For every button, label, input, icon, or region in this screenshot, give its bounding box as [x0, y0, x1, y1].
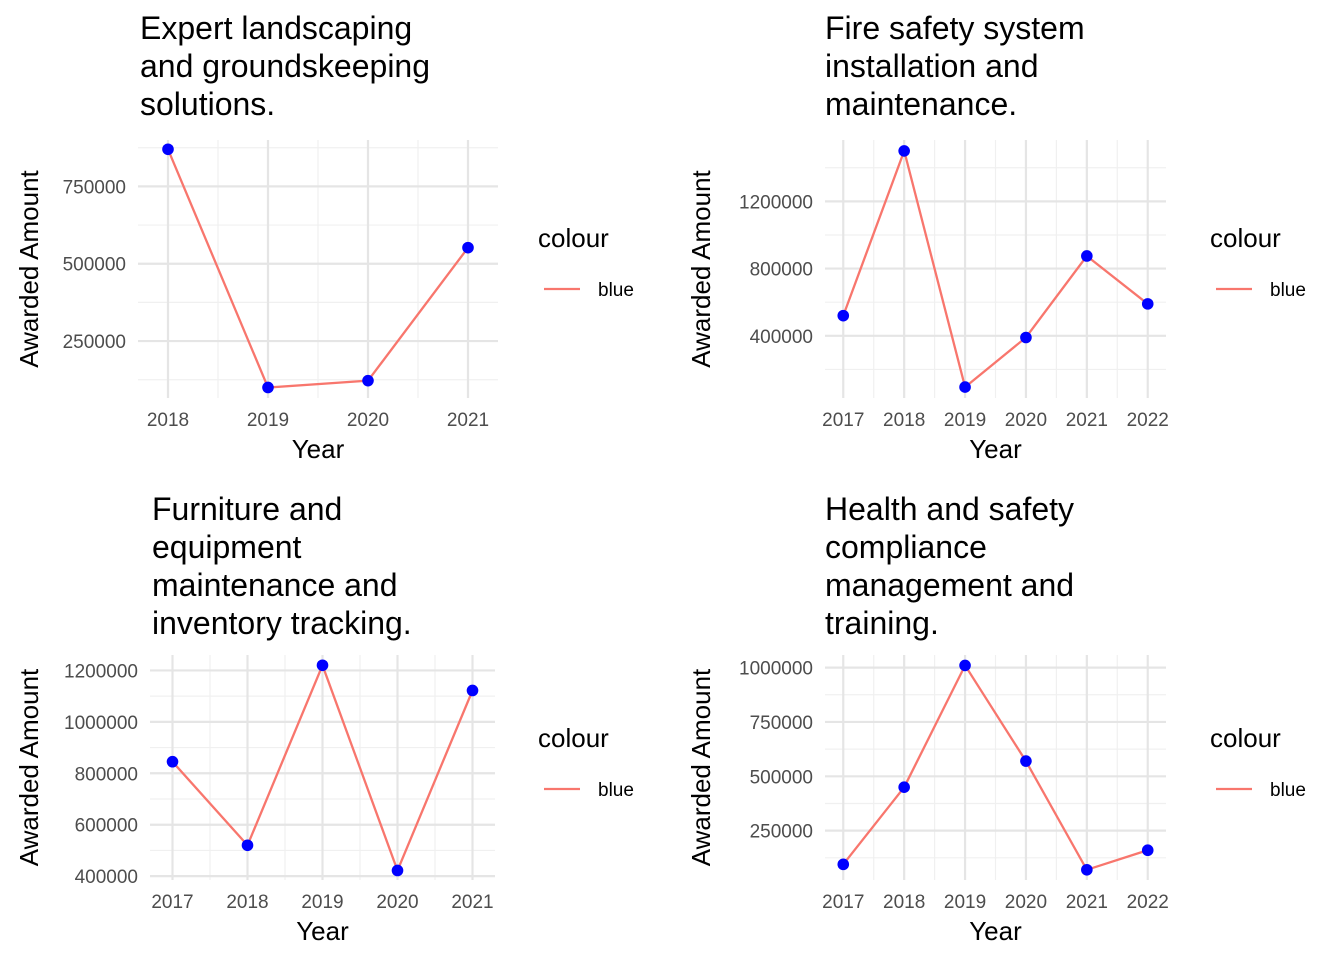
- x-tick-label: 2017: [822, 410, 864, 431]
- y-axis-title: Awarded Amount: [686, 169, 716, 367]
- x-tick-label: 2018: [883, 892, 925, 913]
- data-point: [462, 241, 474, 254]
- x-tick-label: 2017: [822, 892, 864, 913]
- chart-title-line: Health and safety: [825, 491, 1074, 527]
- y-tick-label: 400000: [75, 867, 138, 888]
- x-tick-label: 2021: [1066, 410, 1108, 431]
- y-tick-label: 1000000: [64, 713, 138, 734]
- data-point: [837, 858, 850, 871]
- y-tick-label: 750000: [63, 177, 126, 198]
- x-tick-label: 2018: [883, 410, 925, 431]
- x-tick-label: 2020: [1005, 892, 1047, 913]
- series-line: [842, 663, 1149, 872]
- data-point: [262, 381, 274, 394]
- data-point: [1020, 755, 1032, 767]
- data-point: [162, 143, 174, 156]
- x-tick-label: 2019: [944, 892, 986, 913]
- x-tick-label: 2020: [1005, 410, 1047, 431]
- chart-title-line: equipment: [152, 529, 302, 565]
- y-tick-label: 1200000: [64, 661, 138, 682]
- x-tick-label: 2020: [347, 410, 389, 431]
- data-point: [241, 839, 254, 852]
- legend-title: colour: [538, 723, 609, 753]
- y-tick-label: 250000: [750, 822, 813, 843]
- y-tick-label: 250000: [63, 332, 126, 353]
- x-tick-label: 2020: [376, 892, 418, 913]
- data-point: [466, 684, 479, 697]
- y-tick-label: 1200000: [739, 192, 813, 213]
- y-tick-label: 500000: [63, 255, 126, 276]
- series-line: [166, 148, 469, 389]
- y-tick-label: 800000: [75, 764, 138, 785]
- x-tick-label: 2017: [151, 892, 193, 913]
- x-tick-label: 2019: [944, 410, 986, 431]
- x-tick-label: 2022: [1127, 892, 1169, 913]
- data-point: [1081, 250, 1093, 262]
- chart-title-line: and groundskeeping: [140, 48, 430, 84]
- data-point: [1141, 844, 1154, 857]
- chart-title-line: compliance: [825, 529, 987, 565]
- chart-panel-landscaping: 2018 2019 2020 2021 250000 500000 750000 Year Aw…: [14, 10, 634, 464]
- chart-title-line: solutions.: [140, 86, 275, 122]
- data-point: [898, 781, 910, 793]
- x-tick-label: 2019: [301, 892, 343, 913]
- x-tick-label: 2019: [247, 410, 289, 431]
- y-axis-title: Awarded Amount: [14, 668, 44, 866]
- chart-title-line: inventory tracking.: [152, 605, 412, 641]
- data-point: [362, 374, 374, 387]
- chart-title-line: Fire safety system: [825, 10, 1085, 46]
- data-point: [1081, 863, 1093, 876]
- x-tick-label: 2021: [447, 410, 489, 431]
- x-axis-title: Year: [969, 434, 1022, 464]
- x-tick-label: 2021: [451, 892, 493, 913]
- chart-title-line: maintenance and: [152, 567, 398, 603]
- legend-label: blue: [1270, 780, 1306, 801]
- x-tick-label: 2021: [1066, 892, 1108, 913]
- data-point: [166, 755, 179, 768]
- y-tick-label: 400000: [750, 327, 813, 348]
- y-axis-title: Awarded Amount: [14, 169, 44, 367]
- legend-label: blue: [1270, 280, 1306, 301]
- chart-panel-health-safety: 2017 2018 2019 2020 2021 2022 250000 500000 7500…: [686, 491, 1306, 946]
- legend-title: colour: [1210, 723, 1281, 753]
- data-point: [959, 381, 971, 393]
- chart-panel-fire-safety: 2017 2018 2019 2020 2021 2022 400000 800000 1200…: [686, 10, 1306, 464]
- chart-title-line: training.: [825, 605, 939, 641]
- x-tick-label: 2018: [147, 410, 189, 431]
- y-tick-label: 1000000: [739, 659, 813, 680]
- y-tick-label: 500000: [750, 767, 813, 788]
- chart-title-line: Expert landscaping: [140, 10, 412, 46]
- legend-title: colour: [1210, 223, 1281, 253]
- chart-title-line: Furniture and: [152, 491, 342, 527]
- y-tick-label: 800000: [750, 260, 813, 281]
- data-point: [1141, 298, 1154, 310]
- chart-title-line: installation and: [825, 48, 1038, 84]
- data-point: [316, 659, 329, 672]
- x-axis-title: Year: [296, 916, 349, 946]
- legend-label: blue: [598, 780, 634, 801]
- data-point: [391, 864, 404, 877]
- data-point: [1020, 331, 1032, 344]
- chart-title-line: management and: [825, 567, 1074, 603]
- legend-label: blue: [598, 280, 634, 301]
- data-point: [959, 659, 971, 672]
- y-tick-label: 600000: [75, 816, 138, 837]
- x-tick-label: 2018: [226, 892, 268, 913]
- x-tick-label: 2022: [1127, 410, 1169, 431]
- y-axis-title: Awarded Amount: [686, 668, 716, 866]
- legend-title: colour: [538, 223, 609, 253]
- chart-title-line: maintenance.: [825, 86, 1017, 122]
- chart-panel-furniture: 2017 2018 2019 2020 2021 400000 600000 800000 10…: [14, 491, 634, 946]
- x-axis-title: Year: [292, 434, 345, 464]
- data-point: [837, 309, 850, 322]
- data-point: [898, 145, 910, 157]
- series-line: [842, 147, 1149, 390]
- x-axis-title: Year: [969, 916, 1022, 946]
- y-tick-label: 750000: [750, 713, 813, 734]
